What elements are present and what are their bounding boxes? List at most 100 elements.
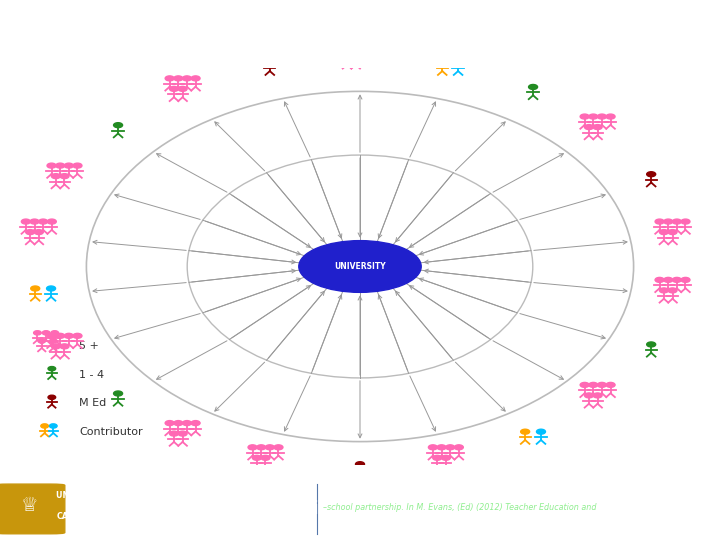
Circle shape [38, 339, 45, 343]
Circle shape [660, 288, 668, 293]
Circle shape [454, 60, 462, 65]
Circle shape [22, 219, 30, 224]
Circle shape [55, 333, 65, 339]
Circle shape [41, 424, 48, 428]
Circle shape [165, 421, 174, 426]
Circle shape [60, 344, 69, 349]
Circle shape [73, 163, 82, 168]
Circle shape [668, 230, 677, 234]
Circle shape [51, 330, 58, 335]
Text: 1 - 4: 1 - 4 [79, 370, 104, 380]
Circle shape [598, 114, 606, 119]
Circle shape [672, 278, 681, 282]
Circle shape [446, 445, 454, 450]
Circle shape [191, 421, 200, 426]
Text: Faculty of Education: Faculty of Education [151, 500, 342, 518]
Circle shape [47, 163, 56, 168]
Circle shape [347, 43, 356, 49]
Circle shape [73, 333, 82, 339]
Text: M Ed: M Ed [79, 399, 107, 408]
Circle shape [589, 382, 598, 387]
Circle shape [51, 174, 60, 179]
Circle shape [580, 382, 589, 387]
Text: 5 +: 5 + [79, 341, 99, 351]
Circle shape [26, 230, 35, 234]
Circle shape [182, 76, 192, 81]
Text: Wilson, E. (2012) Building social capital in teacher education through universit: Wilson, E. (2012) Building social capita… [323, 487, 642, 496]
Circle shape [454, 445, 463, 450]
Circle shape [39, 219, 48, 224]
Circle shape [356, 462, 364, 467]
Circle shape [660, 230, 668, 234]
Circle shape [31, 286, 40, 291]
Circle shape [647, 172, 656, 177]
Circle shape [351, 54, 360, 59]
Circle shape [343, 54, 351, 59]
Circle shape [114, 123, 122, 127]
Text: Contributor: Contributor [79, 427, 143, 437]
Circle shape [437, 445, 446, 450]
Circle shape [248, 445, 257, 450]
Circle shape [668, 288, 677, 293]
Circle shape [428, 445, 437, 450]
Circle shape [338, 43, 347, 49]
Ellipse shape [299, 241, 421, 292]
Circle shape [655, 219, 664, 224]
Circle shape [174, 76, 183, 81]
Circle shape [441, 455, 450, 460]
Circle shape [647, 342, 656, 347]
Text: CAMBRIDGE: CAMBRIDGE [56, 512, 110, 521]
Circle shape [438, 60, 446, 65]
Circle shape [589, 114, 598, 119]
Text: ♕: ♕ [21, 496, 38, 515]
Circle shape [114, 391, 122, 396]
Circle shape [433, 455, 441, 460]
Text: University of Cambridge – Secondary School Partnership 2010: University of Cambridge – Secondary Scho… [13, 28, 641, 46]
Circle shape [672, 219, 681, 224]
Circle shape [64, 333, 73, 339]
Circle shape [274, 445, 283, 450]
Circle shape [169, 86, 179, 91]
Circle shape [681, 219, 690, 224]
Text: UNIVERSITY: UNIVERSITY [334, 262, 386, 271]
Circle shape [266, 445, 274, 450]
Circle shape [593, 125, 602, 130]
Text: Pedagogy: theory, policy and practice. Cambridge, Cambridge University Press: Pedagogy: theory, policy and practice. C… [323, 519, 641, 528]
Circle shape [521, 429, 530, 434]
Circle shape [266, 60, 274, 65]
Circle shape [664, 278, 672, 282]
Text: UNIVERSITY OF: UNIVERSITY OF [56, 491, 125, 500]
Circle shape [50, 339, 57, 343]
Circle shape [580, 114, 589, 119]
Circle shape [48, 219, 56, 224]
Circle shape [174, 421, 183, 426]
Circle shape [606, 114, 615, 119]
Circle shape [48, 367, 55, 371]
Circle shape [47, 333, 56, 339]
Circle shape [356, 43, 364, 49]
Circle shape [364, 43, 373, 49]
Circle shape [261, 455, 270, 460]
Circle shape [528, 84, 538, 90]
Circle shape [165, 76, 174, 81]
Circle shape [47, 286, 55, 291]
Circle shape [60, 174, 69, 179]
Circle shape [51, 344, 60, 349]
Circle shape [178, 431, 187, 436]
Circle shape [606, 382, 615, 387]
Circle shape [257, 445, 266, 450]
Circle shape [536, 429, 546, 434]
Circle shape [655, 278, 664, 282]
Circle shape [42, 330, 50, 335]
Circle shape [30, 219, 39, 224]
Circle shape [598, 382, 606, 387]
Circle shape [681, 278, 690, 282]
Circle shape [585, 393, 593, 398]
Text: –school partnership. In M. Evans, (Ed) (2012) Teacher Education and: –school partnership. In M. Evans, (Ed) (… [323, 503, 596, 512]
Circle shape [253, 455, 261, 460]
Circle shape [178, 86, 187, 91]
FancyBboxPatch shape [0, 484, 65, 534]
Circle shape [35, 230, 43, 234]
Circle shape [169, 431, 179, 436]
Circle shape [50, 424, 57, 428]
